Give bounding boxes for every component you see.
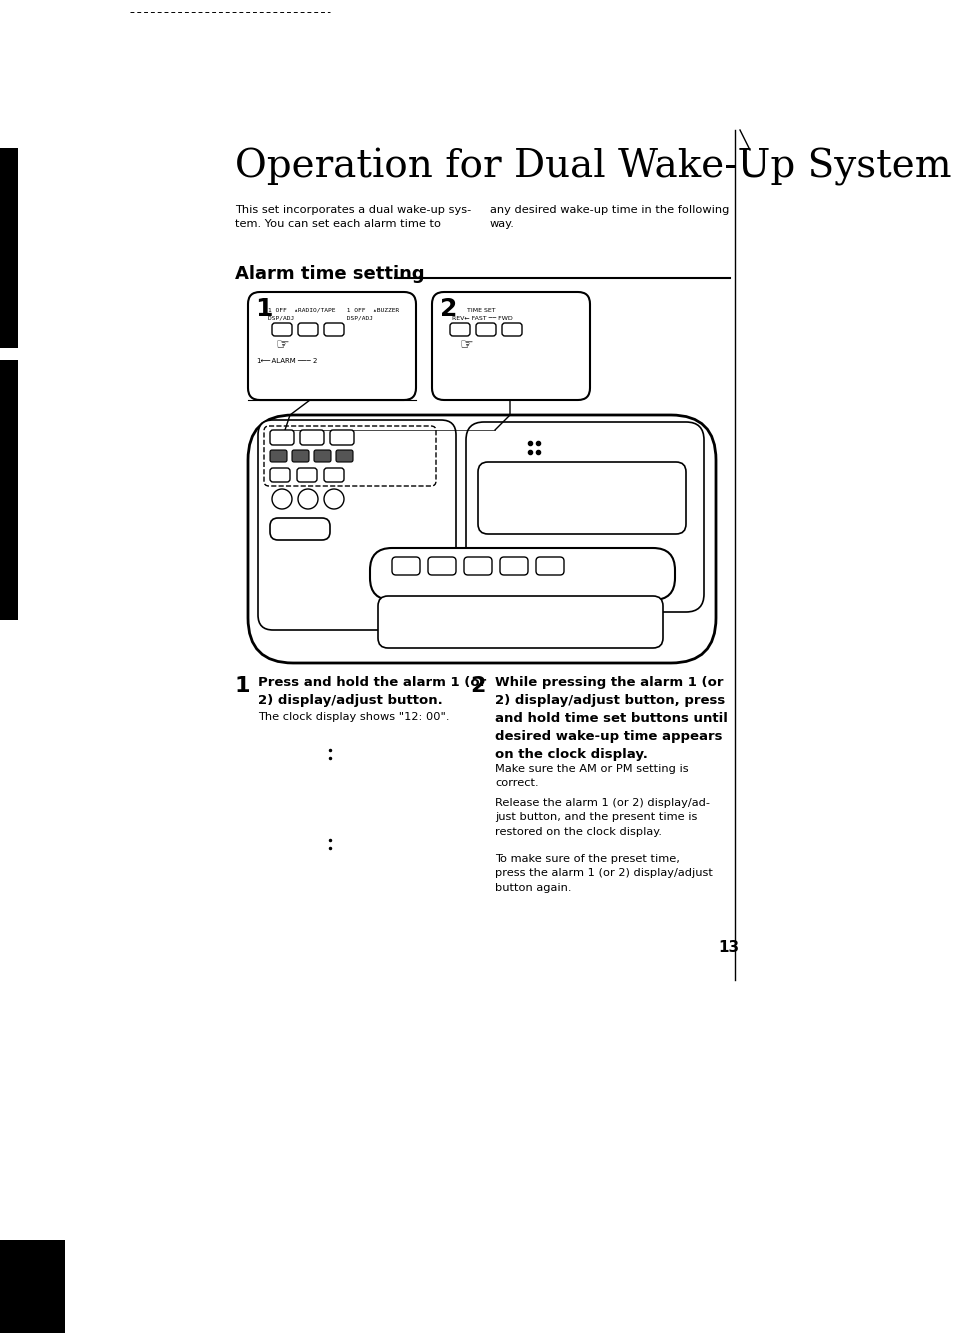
Circle shape [297, 489, 317, 509]
FancyBboxPatch shape [270, 451, 287, 463]
FancyBboxPatch shape [499, 557, 527, 575]
FancyBboxPatch shape [377, 596, 662, 648]
Text: 2: 2 [439, 297, 456, 321]
Text: Make sure the AM or PM setting is
correct.: Make sure the AM or PM setting is correc… [495, 764, 688, 788]
FancyBboxPatch shape [428, 557, 456, 575]
FancyBboxPatch shape [463, 557, 492, 575]
Circle shape [272, 489, 292, 509]
Text: ☞: ☞ [459, 337, 473, 352]
FancyBboxPatch shape [299, 431, 324, 445]
FancyBboxPatch shape [370, 548, 675, 600]
Text: 1 OFF  ▴RADIO/TAPE   1 OFF  ▴BUZZER: 1 OFF ▴RADIO/TAPE 1 OFF ▴BUZZER [268, 308, 399, 313]
FancyBboxPatch shape [296, 468, 316, 483]
FancyBboxPatch shape [536, 557, 563, 575]
Text: TIME SET: TIME SET [467, 308, 496, 313]
Circle shape [324, 489, 344, 509]
Text: ─ ALARM ─── 2: ─ ALARM ─── 2 [265, 359, 317, 364]
FancyBboxPatch shape [272, 323, 292, 336]
Bar [0, 1240, 65, 1333]
FancyBboxPatch shape [248, 415, 716, 663]
Text: 1: 1 [234, 676, 251, 696]
FancyBboxPatch shape [330, 431, 354, 445]
Text: Press and hold the alarm 1 (or
2) display/adjust button.: Press and hold the alarm 1 (or 2) displa… [257, 676, 486, 706]
FancyBboxPatch shape [314, 451, 331, 463]
Text: Alarm time setting: Alarm time setting [234, 265, 424, 283]
FancyBboxPatch shape [477, 463, 685, 535]
FancyBboxPatch shape [270, 431, 294, 445]
Text: 13: 13 [718, 940, 739, 954]
Text: 2: 2 [470, 676, 485, 696]
Text: DSP/ADJ              DSP/ADJ: DSP/ADJ DSP/ADJ [268, 316, 373, 321]
Text: 1←: 1← [255, 359, 266, 364]
FancyBboxPatch shape [324, 323, 344, 336]
FancyBboxPatch shape [392, 557, 419, 575]
FancyBboxPatch shape [476, 323, 496, 336]
FancyBboxPatch shape [270, 519, 330, 540]
Text: any desired wake-up time in the following
way.: any desired wake-up time in the followin… [490, 205, 729, 229]
Text: To make sure of the preset time,
press the alarm 1 (or 2) display/adjust
button : To make sure of the preset time, press t… [495, 854, 712, 893]
Text: 1: 1 [254, 297, 273, 321]
Text: REV← FAST ── FWD: REV← FAST ── FWD [452, 316, 512, 321]
Text: ☞: ☞ [275, 337, 290, 352]
Text: While pressing the alarm 1 (or
2) display/adjust button, press
and hold time set: While pressing the alarm 1 (or 2) displa… [495, 676, 727, 761]
FancyBboxPatch shape [270, 468, 290, 483]
FancyBboxPatch shape [324, 468, 344, 483]
FancyBboxPatch shape [432, 292, 589, 400]
FancyBboxPatch shape [465, 423, 703, 612]
FancyBboxPatch shape [248, 292, 416, 400]
FancyBboxPatch shape [335, 451, 353, 463]
FancyBboxPatch shape [501, 323, 521, 336]
FancyBboxPatch shape [292, 451, 309, 463]
Bar [0, 360, 18, 620]
Text: This set incorporates a dual wake-up sys-
tem. You can set each alarm time to: This set incorporates a dual wake-up sys… [234, 205, 471, 229]
FancyBboxPatch shape [257, 420, 456, 631]
Text: Release the alarm 1 (or 2) display/ad-
just button, and the present time is
rest: Release the alarm 1 (or 2) display/ad- j… [495, 798, 709, 837]
Text: Operation for Dual Wake-Up System: Operation for Dual Wake-Up System [234, 148, 951, 187]
FancyBboxPatch shape [450, 323, 470, 336]
Text: The clock display shows "12: 00".: The clock display shows "12: 00". [257, 712, 449, 722]
FancyBboxPatch shape [297, 323, 317, 336]
Bar [0, 148, 18, 348]
